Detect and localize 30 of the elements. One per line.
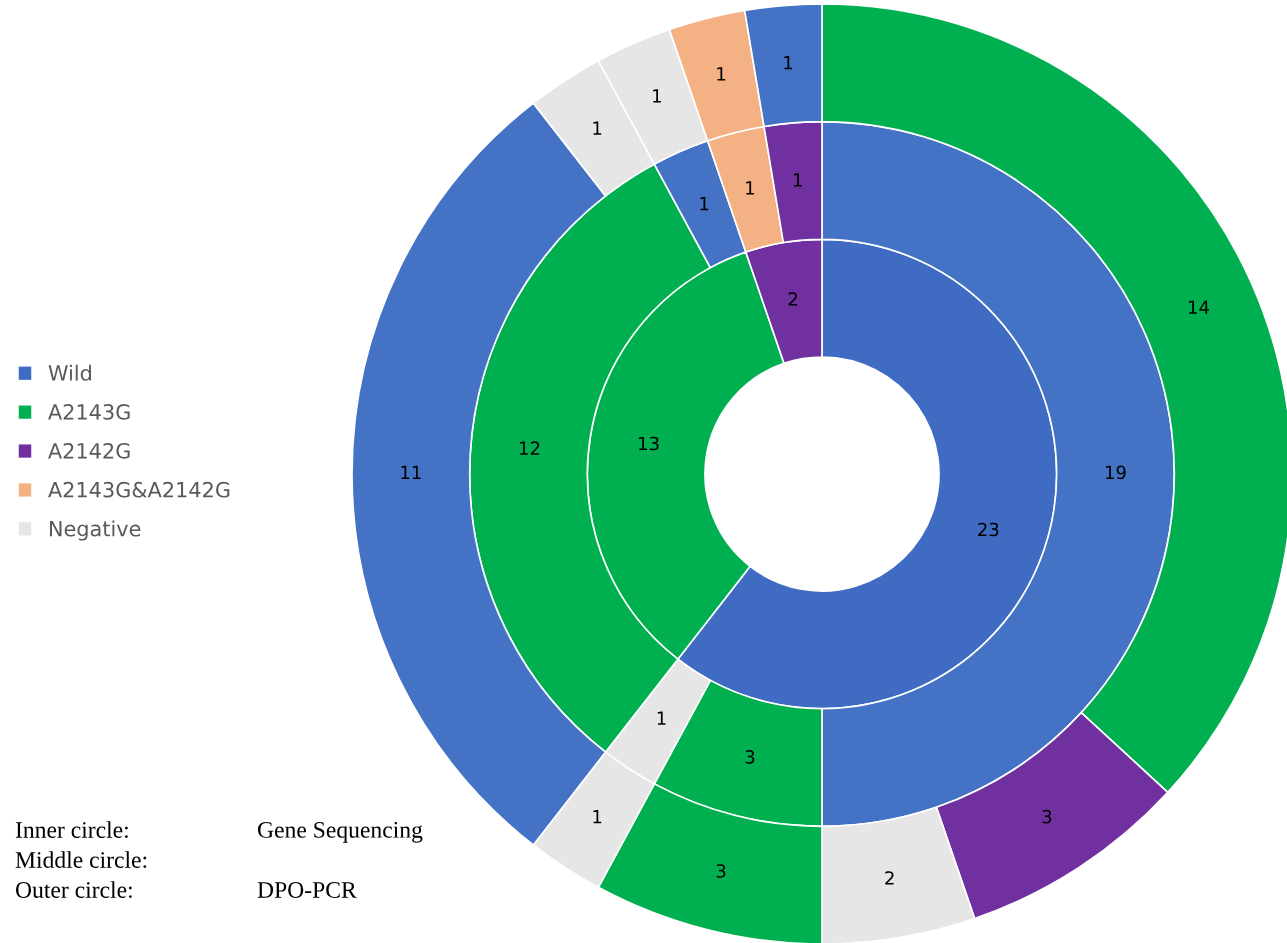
data-label: 1: [794, 173, 802, 187]
data-label: 12: [520, 441, 540, 455]
data-label: 2: [885, 871, 894, 885]
data-label: 19: [1106, 465, 1126, 480]
data-label: 23: [978, 522, 999, 537]
data-label: 3: [716, 864, 726, 878]
data-label: 1: [717, 67, 726, 81]
data-label: 3: [1042, 809, 1052, 824]
data-label: 1: [593, 121, 602, 135]
data-label: 3: [745, 750, 755, 764]
data-label: 1: [784, 56, 793, 70]
text: Outer circle:: [15, 881, 132, 899]
data-label: 14: [1189, 300, 1210, 314]
data-label: 1: [593, 810, 602, 824]
data-label: 1: [657, 711, 666, 725]
data-label: 13: [639, 436, 659, 451]
data-label: 1: [700, 197, 709, 211]
data-label: 1: [653, 89, 661, 103]
text: Inner circle:: [15, 821, 128, 839]
text: Gene Sequencing: [257, 821, 423, 843]
legend-label: A2143G&A2142G: [48, 481, 230, 498]
legend-label: Negative: [49, 520, 141, 541]
legend-label: A2142G: [48, 442, 130, 459]
data-label: 2: [788, 292, 797, 306]
legend-label: Wild: [48, 364, 91, 381]
text: Middle circle:: [15, 851, 147, 869]
data-label: 1: [746, 181, 755, 195]
text: DPO-PCR: [257, 882, 357, 898]
data-label: 11: [401, 465, 421, 479]
legend-label: A2143G: [48, 404, 130, 420]
